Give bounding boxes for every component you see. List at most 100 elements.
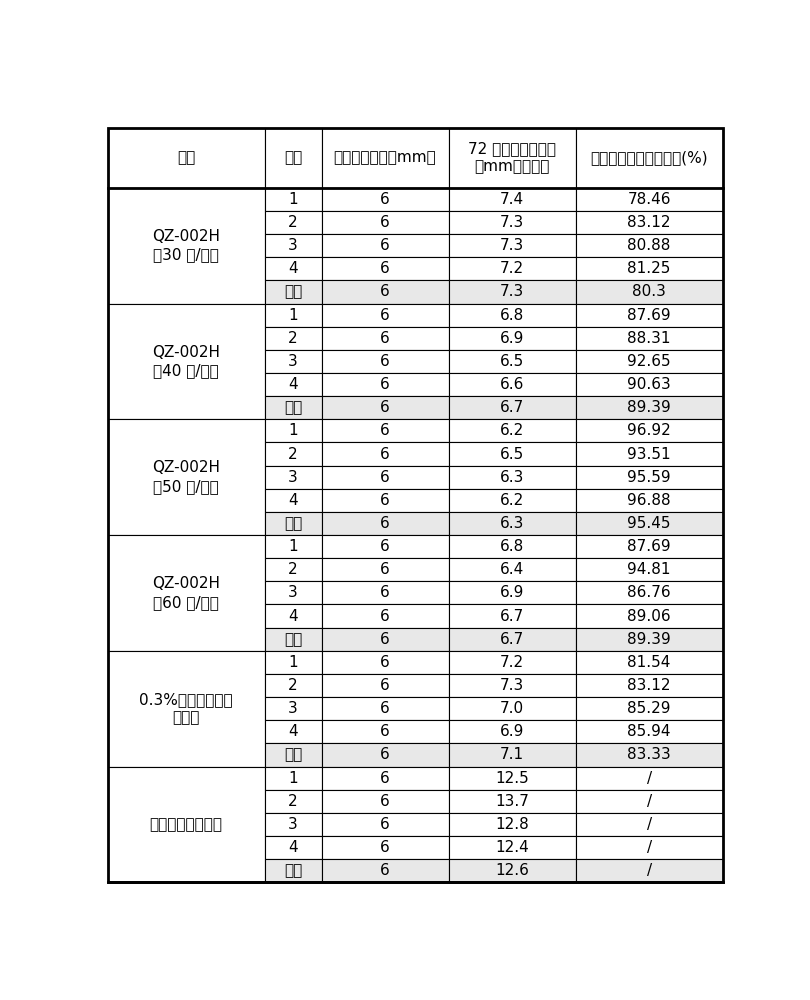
- Text: 平均: 平均: [284, 516, 302, 531]
- Bar: [322, 188, 449, 211]
- Bar: [576, 304, 723, 327]
- Bar: [265, 743, 322, 767]
- Text: 7.2: 7.2: [500, 261, 524, 276]
- Text: 1: 1: [288, 192, 298, 207]
- Bar: [322, 790, 449, 813]
- Bar: [108, 535, 265, 651]
- Text: 1: 1: [288, 771, 298, 786]
- Bar: [576, 466, 723, 489]
- Text: 6.3: 6.3: [500, 470, 524, 485]
- Bar: [576, 280, 723, 304]
- Bar: [265, 280, 322, 304]
- Bar: [265, 674, 322, 697]
- Bar: [449, 211, 576, 234]
- Bar: [449, 859, 576, 882]
- Text: 6.2: 6.2: [500, 423, 524, 438]
- Bar: [322, 280, 449, 304]
- Text: QZ-002H
（60 亿/克）: QZ-002H （60 亿/克）: [152, 576, 220, 610]
- Text: 6.6: 6.6: [500, 377, 524, 392]
- Text: 4: 4: [288, 377, 298, 392]
- Text: QZ-002H
（30 亿/克）: QZ-002H （30 亿/克）: [152, 229, 220, 262]
- Text: 7.4: 7.4: [500, 192, 524, 207]
- Bar: [322, 604, 449, 628]
- Text: 6.9: 6.9: [500, 724, 524, 739]
- Text: 7.0: 7.0: [500, 701, 524, 716]
- Text: 6.9: 6.9: [500, 585, 524, 600]
- Bar: [322, 813, 449, 836]
- Bar: [576, 535, 723, 558]
- Text: 93.51: 93.51: [628, 447, 671, 462]
- Text: 6: 6: [380, 655, 390, 670]
- Text: 6: 6: [380, 539, 390, 554]
- Text: 3: 3: [288, 585, 298, 600]
- Text: 6.8: 6.8: [500, 308, 524, 323]
- Bar: [576, 720, 723, 743]
- Text: 1: 1: [288, 308, 298, 323]
- Text: 12.4: 12.4: [495, 840, 529, 855]
- Text: 89.06: 89.06: [628, 609, 671, 624]
- Text: 3: 3: [288, 354, 298, 369]
- Text: 6: 6: [380, 400, 390, 415]
- Text: 96.92: 96.92: [627, 423, 671, 438]
- Bar: [449, 419, 576, 442]
- Text: 81.25: 81.25: [628, 261, 671, 276]
- Bar: [449, 767, 576, 790]
- Bar: [322, 327, 449, 350]
- Bar: [449, 558, 576, 581]
- Text: 6: 6: [380, 377, 390, 392]
- Text: 平均: 平均: [284, 632, 302, 647]
- Bar: [322, 419, 449, 442]
- Text: 6.7: 6.7: [500, 632, 524, 647]
- Bar: [576, 327, 723, 350]
- Text: /: /: [646, 863, 652, 878]
- Text: 83.12: 83.12: [628, 678, 671, 693]
- Text: 7.3: 7.3: [500, 284, 524, 299]
- Text: 88.31: 88.31: [628, 331, 671, 346]
- Bar: [576, 128, 723, 188]
- Text: 6: 6: [380, 863, 390, 878]
- Bar: [265, 211, 322, 234]
- Bar: [576, 628, 723, 651]
- Text: 2: 2: [288, 794, 298, 809]
- Bar: [265, 558, 322, 581]
- Bar: [322, 373, 449, 396]
- Bar: [449, 234, 576, 257]
- Text: 4: 4: [288, 493, 298, 508]
- Text: 病原菌菌株生长抑制率(%): 病原菌菌株生长抑制率(%): [590, 150, 708, 165]
- Text: 89.39: 89.39: [627, 632, 671, 647]
- Bar: [449, 128, 576, 188]
- Bar: [322, 651, 449, 674]
- Text: 3: 3: [288, 817, 298, 832]
- Text: 6: 6: [380, 678, 390, 693]
- Text: 6: 6: [380, 470, 390, 485]
- Bar: [322, 836, 449, 859]
- Bar: [322, 257, 449, 280]
- Bar: [265, 697, 322, 720]
- Bar: [576, 651, 723, 674]
- Text: 1: 1: [288, 655, 298, 670]
- Text: 3: 3: [288, 470, 298, 485]
- Bar: [265, 188, 322, 211]
- Bar: [576, 767, 723, 790]
- Text: 95.59: 95.59: [628, 470, 671, 485]
- Bar: [576, 188, 723, 211]
- Bar: [322, 128, 449, 188]
- Text: 7.3: 7.3: [500, 678, 524, 693]
- Bar: [449, 304, 576, 327]
- Text: 6: 6: [380, 238, 390, 253]
- Text: 2: 2: [288, 215, 298, 230]
- Bar: [449, 466, 576, 489]
- Bar: [576, 373, 723, 396]
- Bar: [265, 720, 322, 743]
- Text: 4: 4: [288, 609, 298, 624]
- Bar: [576, 234, 723, 257]
- Bar: [265, 651, 322, 674]
- Bar: [576, 836, 723, 859]
- Bar: [576, 790, 723, 813]
- Bar: [576, 257, 723, 280]
- Bar: [576, 859, 723, 882]
- Bar: [449, 790, 576, 813]
- Bar: [265, 396, 322, 419]
- Text: 6: 6: [380, 447, 390, 462]
- Bar: [449, 535, 576, 558]
